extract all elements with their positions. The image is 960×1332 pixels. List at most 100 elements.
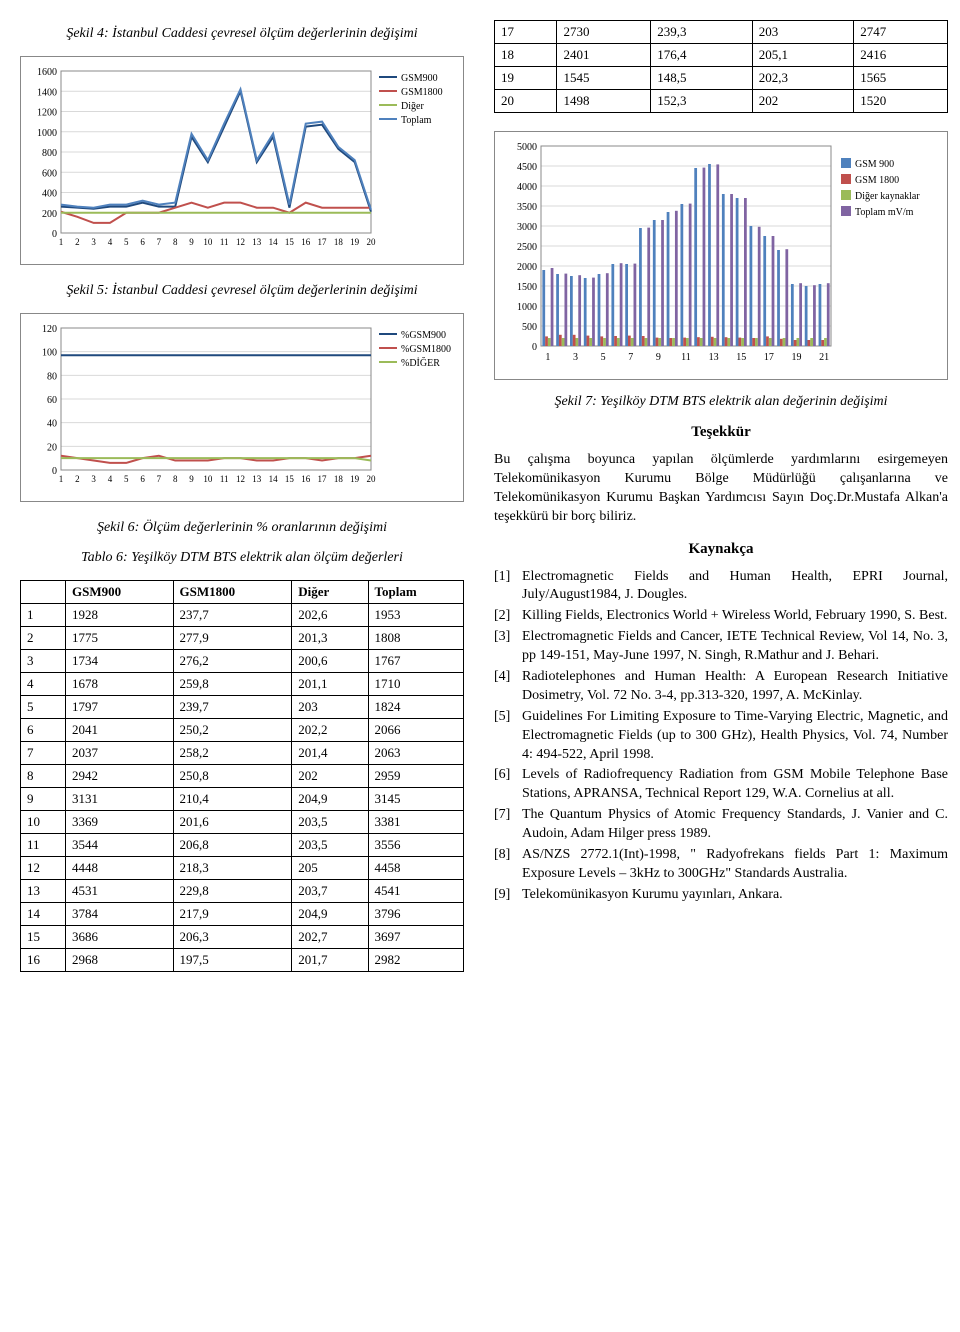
- svg-text:5000: 5000: [517, 142, 537, 153]
- table-row: 201498152,32021520: [495, 90, 948, 113]
- svg-text:9: 9: [189, 474, 194, 484]
- table-row: 31734276,2200,61767: [21, 650, 464, 673]
- svg-text:3500: 3500: [517, 202, 537, 213]
- svg-text:9: 9: [189, 237, 194, 247]
- table-row: 143784217,9204,93796: [21, 903, 464, 926]
- svg-text:Diğer: Diğer: [401, 101, 424, 112]
- svg-text:20: 20: [47, 442, 57, 453]
- svg-text:14: 14: [269, 237, 279, 247]
- table-row: 103369201,6203,53381: [21, 811, 464, 834]
- svg-text:1000: 1000: [37, 128, 57, 139]
- svg-text:1: 1: [59, 237, 64, 247]
- table-row: 191545148,5202,31565: [495, 67, 948, 90]
- svg-text:16: 16: [301, 474, 311, 484]
- svg-text:7: 7: [157, 474, 162, 484]
- svg-text:GSM900: GSM900: [401, 73, 438, 84]
- svg-text:2: 2: [75, 237, 80, 247]
- svg-text:Toplam mV/m: Toplam mV/m: [855, 207, 914, 218]
- svg-text:2: 2: [75, 474, 80, 484]
- svg-text:13: 13: [709, 352, 719, 363]
- svg-text:7: 7: [628, 352, 633, 363]
- table-header: GSM900: [66, 581, 174, 604]
- svg-text:19: 19: [791, 352, 801, 363]
- svg-text:4: 4: [108, 474, 113, 484]
- svg-text:1400: 1400: [37, 87, 57, 98]
- reference-item: [7]The Quantum Physics of Atomic Frequen…: [494, 806, 948, 844]
- svg-text:4000: 4000: [517, 182, 537, 193]
- svg-text:2000: 2000: [517, 262, 537, 273]
- svg-text:%GSM1800: %GSM1800: [401, 344, 451, 355]
- table-row: 41678259,8201,11710: [21, 673, 464, 696]
- table-row: 93131210,4204,93145: [21, 788, 464, 811]
- svg-text:13: 13: [252, 474, 262, 484]
- svg-text:14: 14: [269, 474, 279, 484]
- reference-item: [4]Radiotelephones and Human Health: A E…: [494, 668, 948, 706]
- svg-text:21: 21: [819, 352, 829, 363]
- svg-text:120: 120: [42, 324, 57, 335]
- table-row: 51797239,72031824: [21, 696, 464, 719]
- svg-text:18: 18: [334, 237, 344, 247]
- reference-item: [8]AS/NZS 2772.1(Int)-1998, " Radyofreka…: [494, 846, 948, 884]
- svg-text:40: 40: [47, 419, 57, 430]
- svg-text:80: 80: [47, 371, 57, 382]
- svg-text:5: 5: [601, 352, 606, 363]
- svg-text:GSM 1800: GSM 1800: [855, 175, 899, 186]
- thanks-text: Bu çalışma boyunca yapılan ölçümlerde ya…: [494, 451, 948, 527]
- fig4-caption: Şekil 4: İstanbul Caddesi çevresel ölçüm…: [20, 26, 464, 42]
- svg-text:5: 5: [124, 237, 129, 247]
- reference-item: [9]Telekomünikasyon Kurumu yayınları, An…: [494, 886, 948, 905]
- svg-text:11: 11: [681, 352, 691, 363]
- reference-item: [2]Killing Fields, Electronics World + W…: [494, 607, 948, 626]
- svg-text:400: 400: [42, 189, 57, 200]
- svg-text:18: 18: [334, 474, 344, 484]
- chart4: 0200400600800100012001400160012345678910…: [20, 56, 464, 265]
- svg-text:1500: 1500: [517, 282, 537, 293]
- svg-text:7: 7: [157, 237, 162, 247]
- svg-text:3: 3: [91, 474, 96, 484]
- svg-text:GSM 900: GSM 900: [855, 159, 894, 170]
- svg-text:19: 19: [350, 474, 360, 484]
- table-row: 162968197,5201,72982: [21, 949, 464, 972]
- svg-text:17: 17: [318, 474, 328, 484]
- svg-text:100: 100: [42, 348, 57, 359]
- svg-text:15: 15: [285, 237, 295, 247]
- table-header: Toplam: [368, 581, 463, 604]
- svg-text:11: 11: [220, 237, 229, 247]
- svg-text:6: 6: [140, 474, 145, 484]
- table-row: 153686206,3202,73697: [21, 926, 464, 949]
- svg-text:20: 20: [367, 474, 377, 484]
- svg-text:12: 12: [236, 474, 245, 484]
- table-row: 134531229,8203,74541: [21, 880, 464, 903]
- refs-heading: Kaynakça: [494, 541, 948, 558]
- svg-text:800: 800: [42, 148, 57, 159]
- svg-text:GSM1800: GSM1800: [401, 87, 443, 98]
- svg-text:3: 3: [573, 352, 578, 363]
- reference-item: [5]Guidelines For Limiting Exposure to T…: [494, 708, 948, 765]
- svg-text:19: 19: [350, 237, 360, 247]
- svg-text:15: 15: [736, 352, 746, 363]
- svg-text:0: 0: [52, 466, 57, 477]
- svg-text:6: 6: [140, 237, 145, 247]
- svg-text:17: 17: [318, 237, 328, 247]
- reference-item: [3]Electromagnetic Fields and Cancer, IE…: [494, 628, 948, 666]
- svg-text:60: 60: [47, 395, 57, 406]
- svg-text:1200: 1200: [37, 108, 57, 119]
- svg-text:600: 600: [42, 168, 57, 179]
- table-row: 82942250,82022959: [21, 765, 464, 788]
- fig5-caption: Şekil 5: İstanbul Caddesi çevresel ölçüm…: [20, 283, 464, 299]
- svg-text:0: 0: [52, 229, 57, 240]
- table-row: 113544206,8203,53556: [21, 834, 464, 857]
- svg-text:%DİĞER: %DİĞER: [401, 357, 440, 369]
- table-row: 21775277,9201,31808: [21, 627, 464, 650]
- svg-text:1600: 1600: [37, 67, 57, 78]
- table-row: 172730239,32032747: [495, 21, 948, 44]
- reference-item: [6]Levels of Radiofrequency Radiation fr…: [494, 766, 948, 804]
- svg-text:12: 12: [236, 237, 245, 247]
- svg-text:%GSM900: %GSM900: [401, 330, 446, 341]
- table-row: 72037258,2201,42063: [21, 742, 464, 765]
- svg-text:3000: 3000: [517, 222, 537, 233]
- references-list: [1]Electromagnetic Fields and Human Heal…: [494, 568, 948, 905]
- svg-text:1000: 1000: [517, 302, 537, 313]
- svg-text:20: 20: [367, 237, 377, 247]
- svg-text:10: 10: [203, 237, 213, 247]
